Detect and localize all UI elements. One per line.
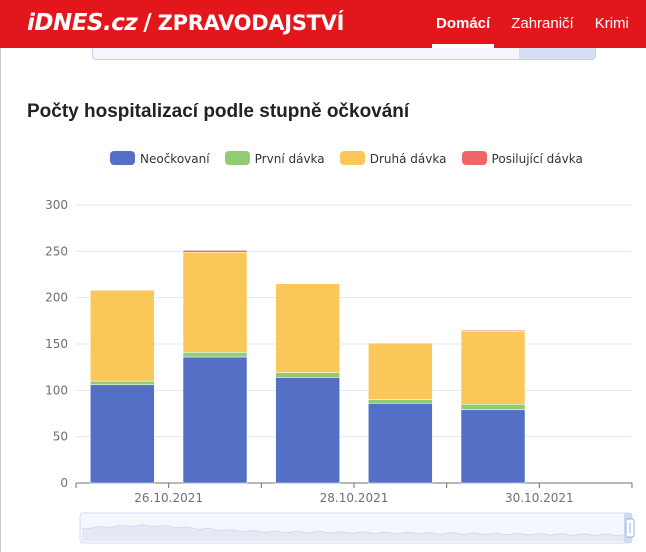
bar-segment[interactable]: [90, 290, 155, 382]
legend-item-posilujici-davka[interactable]: Posilující dávka: [461, 151, 583, 167]
brand-name: iDNES.cz: [27, 10, 138, 36]
legend-swatch: [339, 151, 365, 165]
bar-segment[interactable]: [460, 409, 526, 484]
previous-chart-zoom-selection[interactable]: [519, 48, 595, 59]
nav-item-domaci[interactable]: Domácí: [432, 0, 495, 48]
logo-separator: /: [143, 10, 152, 36]
bar-segment[interactable]: [368, 399, 433, 404]
y-tick-label: 50: [53, 430, 68, 444]
y-tick-label: 150: [45, 337, 68, 351]
x-tick-label: 26.10.2021: [134, 491, 203, 505]
legend-item-druha-davka[interactable]: Druhá dávka: [339, 151, 447, 167]
bar-segment[interactable]: [275, 372, 340, 378]
legend-label: První dávka: [254, 152, 325, 166]
x-tick-label: 28.10.2021: [320, 491, 389, 505]
bar-segment[interactable]: [182, 250, 248, 253]
legend-swatch: [110, 151, 135, 165]
bar-segment[interactable]: [182, 352, 248, 358]
bar-segment[interactable]: [182, 252, 248, 353]
y-tick-label: 0: [60, 476, 68, 490]
x-tick-label: 30.10.2021: [505, 491, 574, 505]
previous-chart-zoom-slider[interactable]: [92, 48, 596, 60]
zoom-preview-line: [81, 524, 631, 537]
content-edge-line: [0, 48, 1, 552]
bar-segment[interactable]: [460, 403, 526, 411]
bar-segment[interactable]: [275, 377, 340, 484]
main-nav: DomácíZahraničíKrimiK: [432, 0, 646, 48]
legend-label: Posilující dávka: [491, 152, 583, 166]
bar-segment[interactable]: [90, 380, 155, 386]
chart-title: Počty hospitalizací podle stupně očkován…: [27, 101, 410, 122]
bar-segment[interactable]: [368, 403, 433, 484]
bar-segment[interactable]: [90, 384, 155, 484]
bar-segment[interactable]: [275, 283, 340, 373]
legend-swatch: [461, 151, 487, 165]
y-tick-label: 250: [45, 244, 68, 258]
site-header: iDNES.cz / ZPRAVODAJSTVÍ Domácí Zahraničí Kr…: [0, 0, 646, 48]
legend-item-prvni-davka[interactable]: První dávka: [224, 151, 325, 167]
bar-segment[interactable]: [460, 329, 526, 332]
y-axis-ticks: 0 50 100 150 200 250 300: [45, 198, 68, 490]
bar-segment[interactable]: [460, 330, 526, 405]
y-tick-label: 100: [45, 383, 68, 397]
nav-item-zahranici[interactable]: Zahraničí: [511, 15, 574, 32]
site-logo[interactable]: iDNES.cz / ZPRAVODAJSTVÍ: [27, 8, 344, 38]
bar-segment[interactable]: [182, 356, 248, 484]
data-zoom-slider[interactable]: [79, 512, 635, 544]
chart-grid: [76, 204, 632, 484]
y-tick-label: 200: [45, 291, 68, 305]
bar-segment[interactable]: [368, 342, 433, 400]
section-name: ZPRAVODAJSTVÍ: [157, 11, 345, 35]
legend-label: Neočkovaní: [140, 152, 210, 166]
y-tick-label: 300: [45, 198, 68, 212]
chart-legend: Neočkovaní První dávka Druhá dávka Posil…: [110, 148, 593, 167]
nav-item-krimi[interactable]: Krimi: [594, 15, 629, 32]
chart-bars: [90, 250, 526, 484]
legend-item-neockovani[interactable]: Neočkovaní: [110, 151, 210, 167]
legend-swatch: [224, 151, 250, 165]
x-axis: 26.10.2021 28.10.2021 30.10.2021: [75, 483, 633, 505]
legend-label: Druhá dávka: [369, 152, 447, 166]
